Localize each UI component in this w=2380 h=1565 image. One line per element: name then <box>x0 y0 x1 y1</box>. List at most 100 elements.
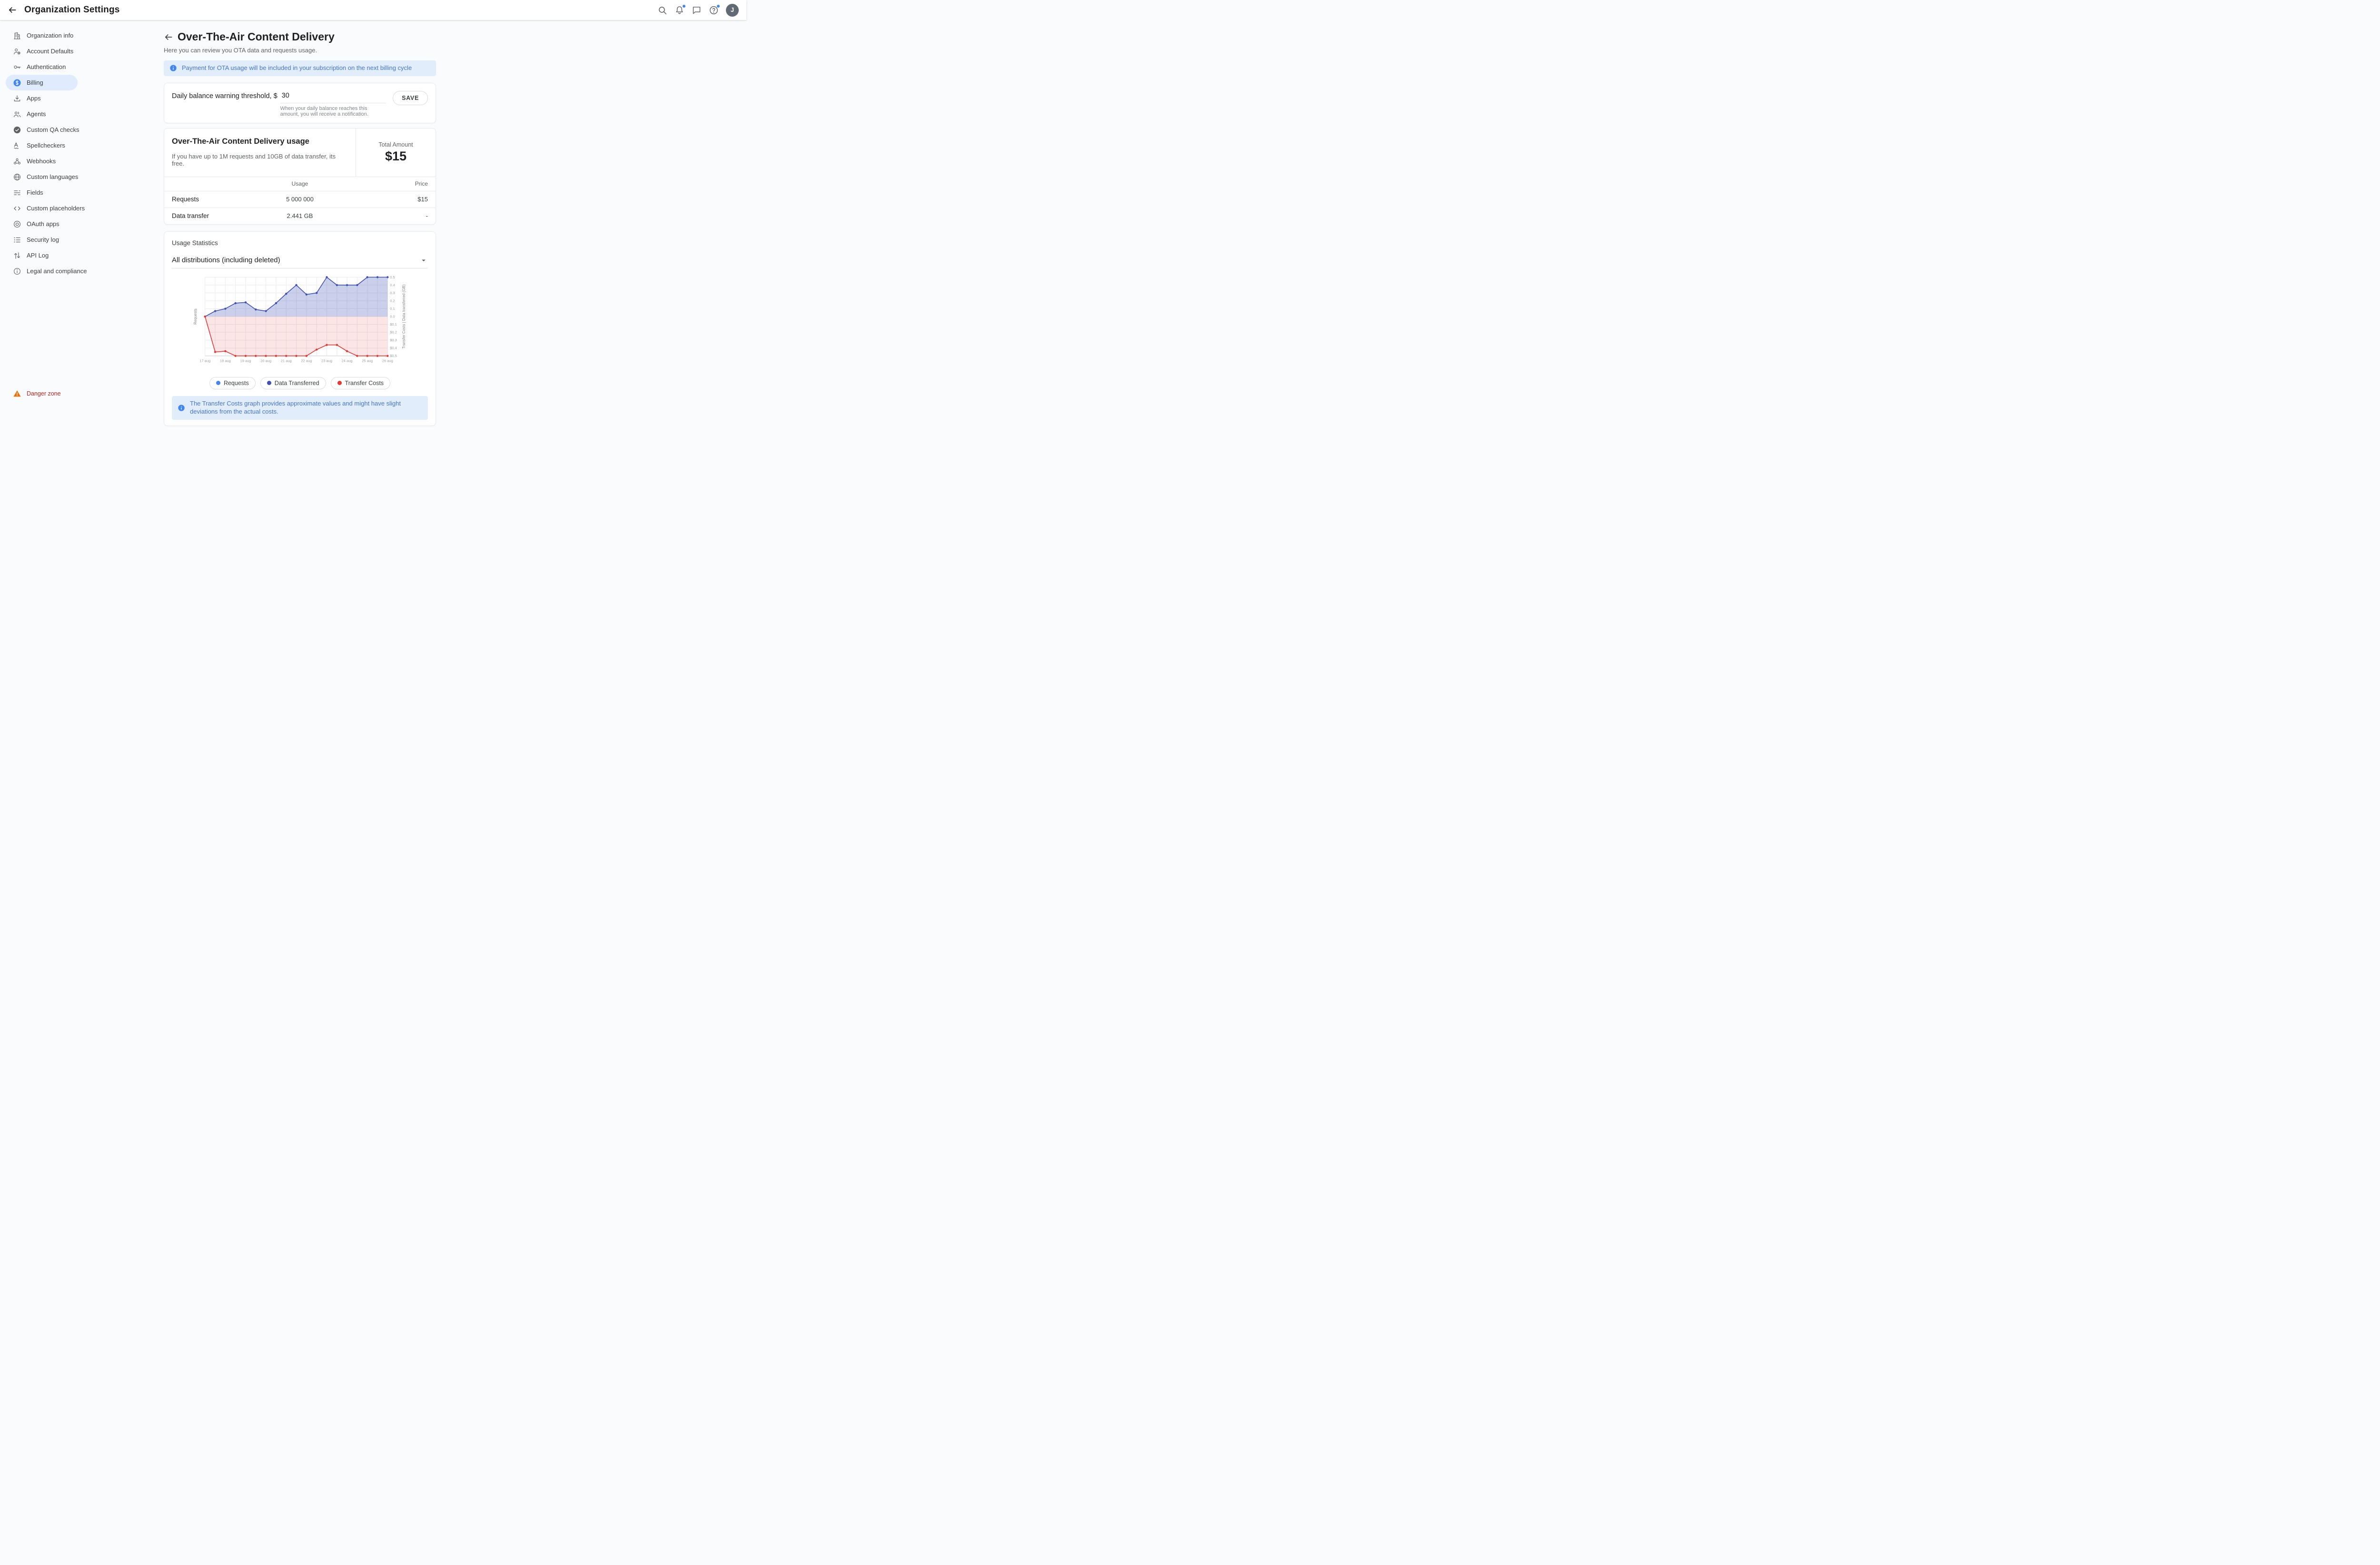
svg-text:0.4: 0.4 <box>390 283 395 287</box>
code-icon <box>13 204 21 213</box>
column-header-price: Price <box>415 180 428 188</box>
sidebar-item-label: Apps <box>27 95 41 102</box>
svg-text:21 aug: 21 aug <box>281 359 292 363</box>
table-row: Data transfer 2.441 GB - <box>164 207 436 224</box>
notifications-bell-icon[interactable] <box>674 4 686 15</box>
danger-zone-label: Danger zone <box>27 390 61 397</box>
svg-text:0.2: 0.2 <box>390 298 395 303</box>
sidebar-item-webhooks[interactable]: Webhooks <box>6 153 78 169</box>
spellcheck-icon <box>13 141 21 150</box>
notification-badge <box>682 4 686 8</box>
distribution-select[interactable]: All distributions (including deleted) <box>172 256 428 268</box>
svg-text:0.5: 0.5 <box>390 275 395 279</box>
threshold-helper: When your daily balance reaches this amo… <box>280 105 368 117</box>
help-icon[interactable] <box>709 4 720 15</box>
table-row: Requests 5 000 000 $15 <box>164 190 436 208</box>
key-icon <box>13 63 21 71</box>
sidebar-item-security-log[interactable]: Security log <box>6 232 78 248</box>
sidebar-item-label: Spellcheckers <box>27 142 65 149</box>
sidebar-item-agents[interactable]: Agents <box>6 106 78 122</box>
globe-icon <box>13 173 21 181</box>
sidebar-item-label: Webhooks <box>27 158 56 165</box>
sidebar-item-label: OAuth apps <box>27 220 60 228</box>
svg-text:26 aug: 26 aug <box>382 359 393 363</box>
billing-cycle-banner: Payment for OTA usage will be included i… <box>164 60 436 76</box>
sidebar-item-account-defaults[interactable]: Account Defaults <box>6 43 78 59</box>
sidebar-item-label: Security log <box>27 236 59 243</box>
billing-icon <box>13 79 21 87</box>
threshold-label: Daily balance warning threshold, $ <box>172 92 278 100</box>
legend-item-data-transferred[interactable]: Data Transferred <box>260 376 326 389</box>
save-button[interactable]: SAVE <box>393 90 428 105</box>
row-price: $15 <box>417 196 428 203</box>
oauth-icon <box>13 220 21 228</box>
sidebar-item-legal-and-compliance[interactable]: Legal and compliance <box>6 263 87 279</box>
search-icon[interactable] <box>657 5 667 15</box>
building-icon <box>13 31 21 40</box>
transfer-costs-note-banner: The Transfer Costs graph provides approx… <box>172 396 428 420</box>
legend-label: Requests <box>223 379 249 386</box>
topbar-back-button[interactable] <box>8 5 17 15</box>
webhook-icon <box>13 157 21 166</box>
sidebar-item-oauth-apps[interactable]: OAuth apps <box>6 216 78 232</box>
threshold-card: Daily balance warning threshold, $ When … <box>164 82 436 123</box>
legend-dot <box>267 381 271 386</box>
sidebar-item-fields[interactable]: Fields <box>6 185 78 200</box>
info-icon <box>169 64 177 72</box>
sidebar-item-label: Custom languages <box>27 173 79 180</box>
topbar-actions: J <box>657 3 739 17</box>
distribution-select-value: All distributions (including deleted) <box>172 256 280 265</box>
topbar: Organization Settings J <box>0 0 746 20</box>
sidebar-item-label: Legal and compliance <box>27 267 87 275</box>
legend-item-transfer-costs[interactable]: Transfer Costs <box>330 376 391 389</box>
svg-text:19 aug: 19 aug <box>240 359 251 363</box>
total-amount-panel: Total Amount $15 <box>356 128 436 177</box>
fields-icon <box>13 188 21 197</box>
usage-statistics-card: Usage Statistics All distributions (incl… <box>164 231 436 426</box>
sidebar-item-spellcheckers[interactable]: Spellcheckers <box>6 138 78 153</box>
page-title: Over-The-Air Content Delivery <box>178 30 335 43</box>
chat-icon[interactable] <box>692 5 702 15</box>
sidebar-item-custom-qa-checks[interactable]: Custom QA checks <box>6 122 79 138</box>
check-circle-icon <box>13 126 21 134</box>
column-header-usage: Usage <box>291 180 308 188</box>
table-header-row: Usage Price <box>164 176 436 191</box>
usage-chart: 0.5 0.4 0.3 0.2 0.1 0.0 $0.1 $0.2 $0.3 $0.4 $0.5 17… <box>172 273 428 376</box>
danger-zone-button[interactable]: Danger zone <box>6 389 61 398</box>
sidebar-item-organization-info[interactable]: Organization info <box>6 28 78 43</box>
svg-text:17 aug: 17 aug <box>199 359 210 363</box>
legal-icon <box>13 267 21 276</box>
sidebar: Organization info Account Defaults Authent… <box>0 20 114 406</box>
svg-text:24 aug: 24 aug <box>342 359 353 363</box>
account-defaults-icon <box>13 47 21 56</box>
threshold-input[interactable] <box>280 90 387 103</box>
svg-text:22 aug: 22 aug <box>301 359 312 363</box>
avatar[interactable]: J <box>726 3 739 17</box>
usage-card: Over-The-Air Content Delivery usage If y… <box>164 128 436 225</box>
total-amount-value: $15 <box>385 149 407 163</box>
sidebar-item-custom-languages[interactable]: Custom languages <box>6 169 78 185</box>
sidebar-item-custom-placeholders[interactable]: Custom placeholders <box>6 200 85 216</box>
svg-text:$0.4: $0.4 <box>390 346 397 350</box>
usage-description: If you have up to 1M requests and 10GB o… <box>172 152 336 167</box>
threshold-field: When your daily balance reaches this amo… <box>280 90 387 117</box>
sidebar-item-label: Custom QA checks <box>27 126 79 133</box>
security-log-icon <box>13 236 21 244</box>
svg-text:25 aug: 25 aug <box>362 359 373 363</box>
sidebar-item-billing[interactable]: Billing <box>6 75 78 90</box>
sidebar-item-label: Agents <box>27 110 46 118</box>
row-name: Requests <box>172 196 199 203</box>
sidebar-item-apps[interactable]: Apps <box>6 90 78 106</box>
sidebar-item-label: Custom placeholders <box>27 205 85 212</box>
legend-dot <box>216 381 220 386</box>
page-back-button[interactable] <box>164 32 173 42</box>
sidebar-item-api-log[interactable]: API Log <box>6 248 78 263</box>
svg-text:20 aug: 20 aug <box>260 359 271 363</box>
row-usage: 2.441 GB <box>287 212 313 220</box>
svg-text:$0.1: $0.1 <box>390 322 397 327</box>
sidebar-item-authentication[interactable]: Authentication <box>6 59 78 75</box>
main-content: Over-The-Air Content Delivery Here you c… <box>164 20 436 426</box>
sidebar-item-label: Authentication <box>27 63 66 70</box>
legend-item-requests[interactable]: Requests <box>209 376 256 389</box>
usage-chart-svg: 0.5 0.4 0.3 0.2 0.1 0.0 $0.1 $0.2 $0.3 $0.4 $0.5 17… <box>193 275 406 363</box>
